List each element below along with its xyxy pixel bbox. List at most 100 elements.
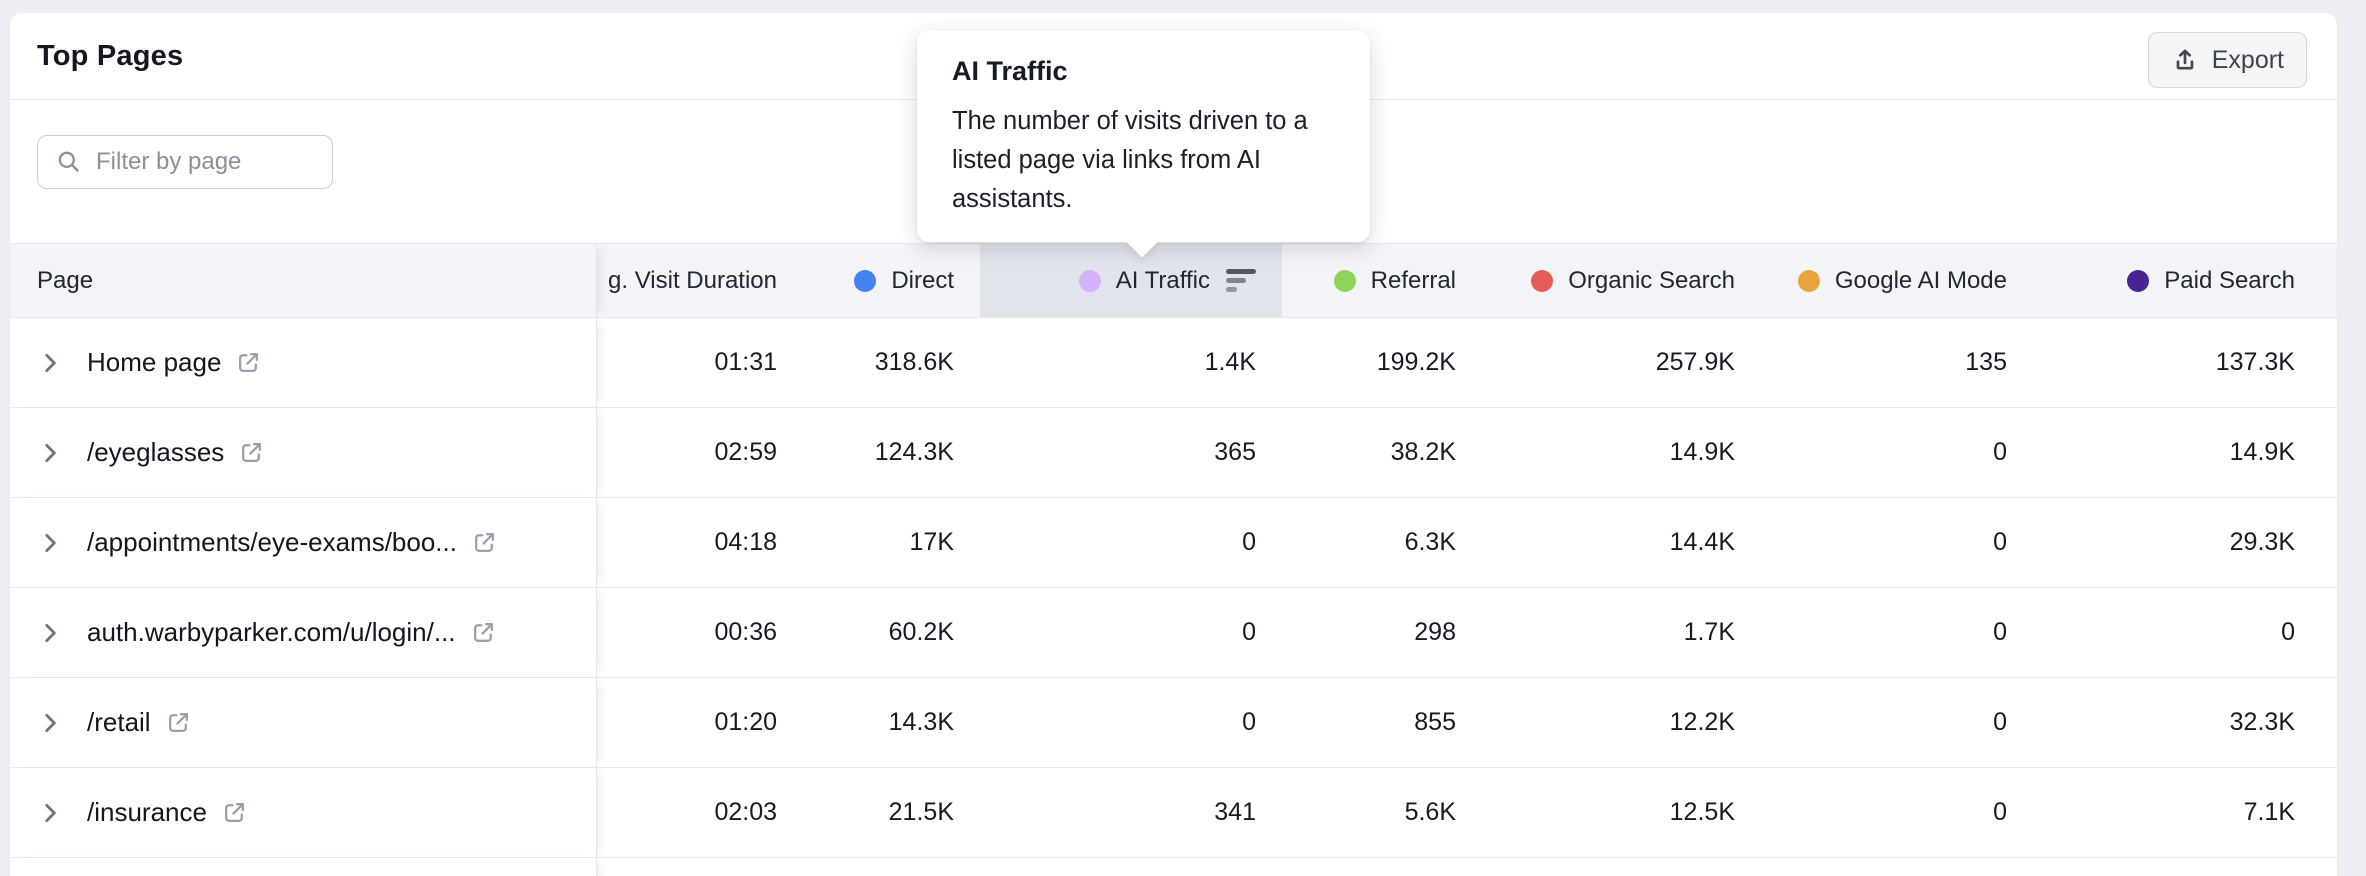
- visit-duration-value: 02:03: [714, 798, 777, 826]
- direct-value: 21.5K: [888, 798, 954, 826]
- table-row[interactable]: auth.warbyparker.com/u/login/... 00:36 6…: [10, 588, 2337, 678]
- direct-value: 318.6K: [874, 348, 954, 376]
- external-link-icon[interactable]: [472, 530, 497, 555]
- paid-search-value: 137.3K: [2215, 348, 2295, 376]
- column-header-direct[interactable]: Direct: [803, 244, 980, 317]
- page-title: Top Pages: [37, 39, 184, 72]
- page-name: auth.warbyparker.com/u/login/...: [87, 617, 456, 647]
- organic-search-value: 14.4K: [1669, 528, 1735, 556]
- table-row[interactable]: /appointments/eye-exams/boo... 04:18 17K…: [10, 498, 2337, 588]
- chevron-right-icon[interactable]: [37, 530, 63, 556]
- chevron-right-icon[interactable]: [37, 620, 63, 646]
- organic-search-value: 12.5K: [1669, 798, 1735, 826]
- column-header-ai-traffic[interactable]: AI Traffic: [980, 244, 1282, 317]
- chevron-right-icon[interactable]: [37, 350, 63, 376]
- page-cell: /eyeglasses: [10, 408, 597, 497]
- filter-field: [37, 135, 333, 189]
- visit-duration-value: 04:18: [714, 528, 777, 556]
- direct-value: 60.2K: [888, 618, 954, 646]
- toolbar: [10, 100, 2337, 243]
- paid-search-value: 0: [1993, 618, 2007, 646]
- page-cell: auth.warbyparker.com/u/login/...: [10, 588, 597, 677]
- tooltip-title: AI Traffic: [952, 56, 1068, 86]
- google-ai-mode-series-dot: [1797, 269, 1820, 292]
- paid-search-value: 7.1K: [2243, 798, 2295, 826]
- paid-search-value: 14.9K: [2229, 438, 2295, 466]
- table-body: Home page 01:31 318.6K 1.4K 199.2K 257.9…: [10, 318, 2337, 876]
- referral-value: 855: [1414, 708, 1456, 736]
- paid-search-value: 0: [1993, 708, 2007, 736]
- table-row[interactable]: /eyeglasses 02:59 124.3K 365 38.2K 14.9K…: [10, 408, 2337, 498]
- referral-value: 6.3K: [1404, 528, 1456, 556]
- page-name: /insurance: [87, 797, 207, 827]
- column-header-referral[interactable]: Referral: [1282, 244, 1482, 317]
- visit-duration-value: 00:36: [714, 618, 777, 646]
- visit-duration-value: 01:31: [714, 348, 777, 376]
- chevron-right-icon[interactable]: [37, 710, 63, 736]
- organic-search-value: 1.7K: [1683, 618, 1735, 646]
- page-cell: /retail: [10, 678, 597, 767]
- column-header-paid-search[interactable]: Paid Search: [2033, 244, 2321, 317]
- column-header-page[interactable]: Page: [10, 244, 597, 317]
- filter-input[interactable]: [37, 135, 333, 189]
- ai-traffic-series-dot: [1078, 269, 1101, 292]
- visit-duration-value: 01:20: [714, 708, 777, 736]
- direct-value: 124.3K: [874, 438, 954, 466]
- referral-value: 38.2K: [1390, 438, 1456, 466]
- referral-value: 199.2K: [1376, 348, 1456, 376]
- chevron-right-icon[interactable]: [37, 440, 63, 466]
- external-link-icon[interactable]: [166, 710, 191, 735]
- ai-traffic-value: 365: [1214, 438, 1256, 466]
- page-name: /retail: [87, 707, 151, 737]
- visit-duration-value: 02:59: [714, 438, 777, 466]
- ai-traffic-value: 0: [1242, 528, 1256, 556]
- column-header-visit-duration[interactable]: g. Visit Duration: [608, 266, 777, 294]
- page-name: /eyeglasses: [87, 437, 225, 467]
- external-link-icon[interactable]: [239, 440, 264, 465]
- direct-value: 17K: [909, 528, 954, 556]
- ai-traffic-tooltip: AI Traffic The number of visits driven t…: [917, 30, 1370, 258]
- table-row[interactable]: /insurance 02:03 21.5K 341 5.6K 12.5K 0 …: [10, 768, 2337, 858]
- external-link-icon[interactable]: [236, 350, 261, 375]
- table-header-row: Page g. Visit Duration Direct AI Traffic…: [10, 243, 2337, 318]
- direct-value: 14.3K: [888, 708, 954, 736]
- organic-search-series-dot: [1531, 269, 1554, 292]
- column-header-organic-search[interactable]: Organic Search: [1482, 244, 1761, 317]
- paid-search-value: 0: [1993, 528, 2007, 556]
- paid-search-value: 32.3K: [2229, 708, 2295, 736]
- page-cell: /insurance: [10, 768, 597, 857]
- export-icon: [2171, 46, 2199, 74]
- external-link-icon[interactable]: [222, 800, 247, 825]
- paid-search-series-dot: [2127, 269, 2150, 292]
- direct-series-dot: [854, 269, 877, 292]
- external-link-icon[interactable]: [471, 620, 496, 645]
- page-cell: /appointments/eye-exams/boo...: [10, 498, 597, 587]
- table-row[interactable]: Home page 01:31 318.6K 1.4K 199.2K 257.9…: [10, 318, 2337, 408]
- page-cell: Home page: [10, 318, 597, 407]
- ai-traffic-value: 1.4K: [1204, 348, 1256, 376]
- organic-search-value: 257.9K: [1655, 348, 1735, 376]
- organic-search-value: 14.9K: [1669, 438, 1735, 466]
- tooltip-body: The number of visits driven to a listed …: [952, 107, 1308, 213]
- export-label: Export: [2211, 45, 2284, 74]
- page-name: /appointments/eye-exams/boo...: [87, 527, 457, 557]
- column-header-google-ai-mode[interactable]: Google AI Mode: [1761, 244, 2033, 317]
- paid-search-value: 0: [2281, 618, 2295, 646]
- referral-series-dot: [1333, 269, 1356, 292]
- paid-search-value: 0: [1993, 798, 2007, 826]
- table-row-partial: [10, 858, 2337, 876]
- ai-traffic-value: 0: [1242, 708, 1256, 736]
- paid-search-value: 135: [1965, 348, 2007, 376]
- ai-traffic-value: 0: [1242, 618, 1256, 646]
- page-name: Home page: [87, 347, 222, 377]
- sort-descending-icon: [1226, 269, 1256, 292]
- paid-search-value: 29.3K: [2229, 528, 2295, 556]
- referral-value: 5.6K: [1404, 798, 1456, 826]
- ai-traffic-value: 341: [1214, 798, 1256, 826]
- organic-search-value: 12.2K: [1669, 708, 1735, 736]
- export-button[interactable]: Export: [2147, 32, 2307, 88]
- chevron-right-icon[interactable]: [37, 800, 63, 826]
- table-row[interactable]: /retail 01:20 14.3K 0 855 12.2K 0 32.3K: [10, 678, 2337, 768]
- referral-value: 298: [1414, 618, 1456, 646]
